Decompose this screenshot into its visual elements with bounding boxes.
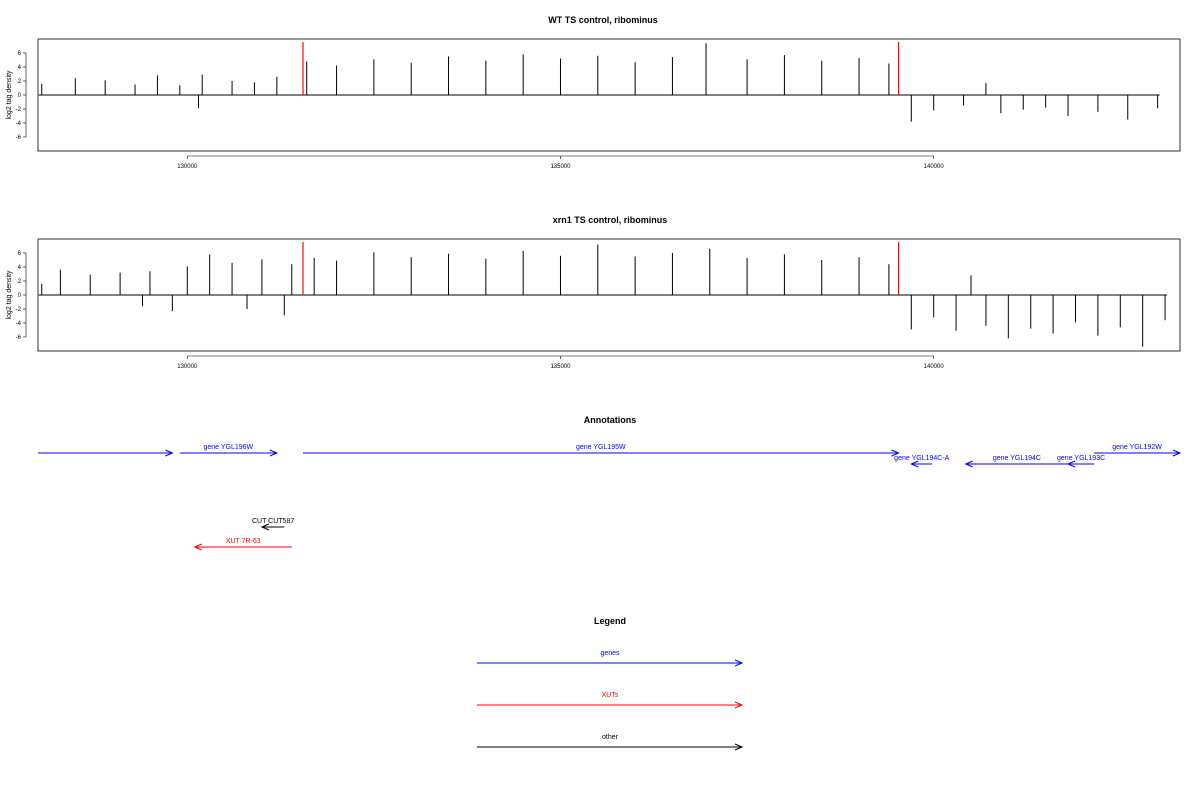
annotation-features: gene YGL196W gene YGL195W gene YGL194C-A ge…: [38, 444, 1182, 551]
wt-track-panel: WT TS control, ribominus -6 -4 -2 0 2 4 6 1300…: [6, 15, 1181, 170]
y-tick-label: 2: [18, 279, 22, 285]
wt-y-axis-label: log2 tag density: [6, 70, 13, 120]
y-tick-label: 6: [18, 51, 22, 57]
y-tick-label: -4: [16, 321, 22, 327]
wt-bars: [38, 42, 1160, 122]
feature-label: CUT CUT587: [252, 518, 294, 525]
annotations-panel: Annotations gene YGL196W gene YGL195Wgene…: [38, 415, 1182, 551]
y-tick-label: -6: [16, 335, 22, 341]
y-tick-label: -6: [16, 135, 22, 141]
y-tick-label: 4: [18, 265, 22, 271]
feature-label: gene YGL194C: [993, 455, 1041, 462]
wt-track-title: WT TS control, ribominus: [548, 15, 658, 25]
x-tick-label: 135000: [550, 364, 571, 370]
y-tick-label: 6: [18, 251, 22, 257]
legend-label: genes: [600, 650, 620, 657]
legend-title: Legend: [594, 616, 626, 626]
feature-arrowhead: [734, 743, 744, 751]
feature-label: gene YGL192W: [1112, 444, 1162, 451]
feature-arrowhead: [165, 449, 174, 457]
feature-arrowhead: [260, 523, 270, 531]
feature-label: gene YGL193C: [1057, 455, 1105, 462]
feature-arrowhead: [734, 701, 744, 709]
y-tick-label: 4: [18, 65, 22, 71]
x-tick-label: 140000: [924, 164, 945, 170]
legend-label: other: [602, 734, 619, 741]
feature-arrowhead: [193, 543, 202, 551]
x-tick-label: 140000: [924, 364, 945, 370]
feature-label: gene YGL194C-A: [894, 455, 949, 462]
feature-arrowhead: [734, 659, 744, 667]
xrn1-bars: [38, 242, 1168, 347]
feature-label: gene YGL196W: [203, 444, 253, 451]
y-tick-label: -2: [16, 307, 22, 313]
xrn1-track-title: xrn1 TS control, ribominus: [553, 215, 668, 225]
y-tick-label: 2: [18, 79, 22, 85]
xrn1-track-panel: xrn1 TS control, ribominus -6 -4 -2 0 2 4 6 13…: [6, 215, 1181, 370]
legend-panel: Legend genes XUTs other: [477, 616, 744, 751]
feature-arrowhead: [964, 460, 973, 468]
legend-items: genes XUTs other: [477, 650, 744, 751]
feature-arrowhead: [269, 449, 279, 457]
xrn1-plot-frame: [37, 238, 1181, 352]
annotations-title: Annotations: [584, 415, 637, 425]
legend-label: XUTs: [602, 692, 619, 699]
wt-y-axis: -6 -4 -2 0 2 4 6: [16, 51, 27, 141]
x-tick-label: 135000: [550, 164, 571, 170]
feature-label: XUT 7R-63: [226, 538, 261, 545]
feature-arrowhead: [1172, 449, 1182, 457]
feature-arrowhead: [891, 449, 900, 457]
y-tick-label: 0: [18, 93, 22, 99]
y-tick-label: 0: [18, 293, 22, 299]
feature-label: gene YGL195W: [576, 444, 626, 451]
feature-arrowhead: [1066, 460, 1076, 468]
wt-plot-frame: [37, 38, 1181, 152]
xrn1-x-axis: 130000 135000 140000: [177, 355, 945, 370]
xrn1-y-axis: -6 -4 -2 0 2 4 6: [16, 251, 27, 341]
xrn1-y-axis-label: log2 tag density: [6, 270, 13, 320]
y-tick-label: -4: [16, 121, 22, 127]
wt-x-axis: 130000 135000 140000: [177, 155, 945, 170]
feature-arrowhead: [910, 460, 919, 468]
y-tick-label: -2: [16, 107, 22, 113]
x-tick-label: 130000: [177, 164, 198, 170]
x-tick-label: 130000: [177, 364, 198, 370]
